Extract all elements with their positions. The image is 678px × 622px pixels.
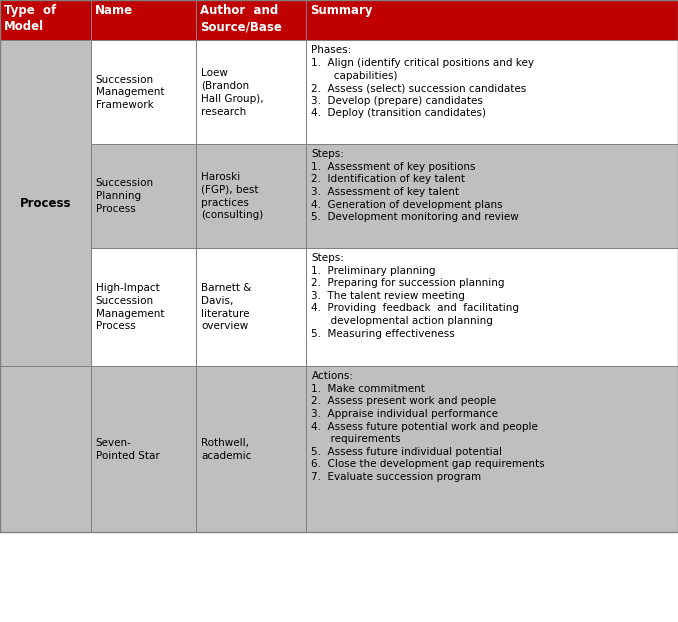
Text: Seven-
Pointed Star: Seven- Pointed Star bbox=[96, 438, 159, 461]
Text: Steps:
1.  Assessment of key positions
2.  Identification of key talent
3.  Asse: Steps: 1. Assessment of key positions 2.… bbox=[311, 149, 519, 222]
Bar bbox=[196, 248, 306, 366]
Bar bbox=[0, 366, 91, 532]
Bar bbox=[306, 248, 678, 366]
Text: Steps:
1.  Preliminary planning
2.  Preparing for succession planning
3.  The ta: Steps: 1. Preliminary planning 2. Prepar… bbox=[311, 253, 519, 338]
Text: Succession
Management
Framework: Succession Management Framework bbox=[96, 75, 164, 110]
Bar bbox=[306, 144, 678, 248]
Text: Author  and
Source/Base: Author and Source/Base bbox=[200, 4, 282, 33]
Text: Actions:
1.  Make commitment
2.  Assess present work and people
3.  Appraise ind: Actions: 1. Make commitment 2. Assess pr… bbox=[311, 371, 545, 482]
Text: Haroski
(FGP), best
practices
(consulting): Haroski (FGP), best practices (consultin… bbox=[201, 172, 263, 220]
Bar bbox=[91, 0, 196, 40]
Bar bbox=[0, 40, 91, 366]
Text: High-Impact
Succession
Management
Process: High-Impact Succession Management Proces… bbox=[96, 283, 164, 332]
Bar bbox=[306, 366, 678, 532]
Text: Phases:
1.  Align (identify critical positions and key
       capabilities)
2.  : Phases: 1. Align (identify critical posi… bbox=[311, 45, 534, 118]
Text: Barnett &
Davis,
literature
overview: Barnett & Davis, literature overview bbox=[201, 283, 252, 332]
Bar bbox=[306, 0, 678, 40]
Text: Rothwell,
academic: Rothwell, academic bbox=[201, 438, 252, 461]
Bar bbox=[196, 40, 306, 144]
Bar bbox=[0, 0, 91, 40]
Bar bbox=[91, 144, 196, 248]
Bar bbox=[196, 144, 306, 248]
Bar bbox=[91, 248, 196, 366]
Bar bbox=[91, 40, 196, 144]
Text: Loew
(Brandon
Hall Group),
research: Loew (Brandon Hall Group), research bbox=[201, 68, 264, 116]
Bar bbox=[91, 366, 196, 532]
Text: Summary: Summary bbox=[311, 4, 373, 17]
Bar bbox=[0, 0, 678, 532]
Text: Type  of
Model: Type of Model bbox=[4, 4, 56, 33]
Text: Name: Name bbox=[95, 4, 133, 17]
Bar bbox=[196, 0, 306, 40]
Text: Process: Process bbox=[20, 197, 71, 210]
Bar bbox=[196, 366, 306, 532]
Text: Succession
Planning
Process: Succession Planning Process bbox=[96, 179, 154, 214]
Bar bbox=[306, 40, 678, 144]
